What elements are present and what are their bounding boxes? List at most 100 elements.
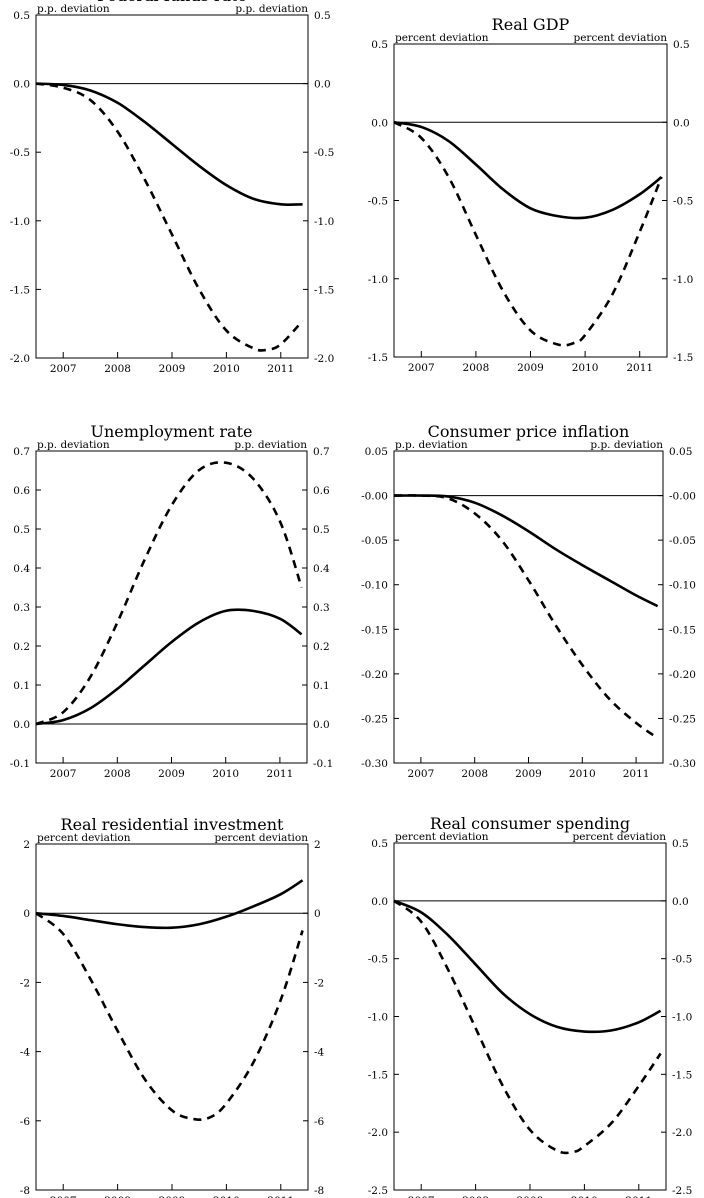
y-tick-label-left: -0.25 xyxy=(361,713,388,725)
x-tick-label: 2007 xyxy=(408,1195,435,1198)
x-tick-label: 2007 xyxy=(50,363,77,375)
y-tick-label-left: 0.5 xyxy=(371,838,388,850)
y-tick-label-right: 2 xyxy=(314,839,321,851)
series-line-solid xyxy=(35,82,303,207)
y-tick-label-right: -4 xyxy=(314,1047,325,1059)
y-axis-unit-right: p.p. deviation xyxy=(234,439,307,451)
x-tick-label: 2010 xyxy=(569,768,596,780)
y-tick-label-right: -0.5 xyxy=(672,954,692,966)
y-tick-label-left: -0.05 xyxy=(361,535,388,547)
y-tick-label-right: -0.10 xyxy=(669,580,696,592)
y-axis-unit-left: p.p. deviation xyxy=(37,439,110,451)
y-tick-label-right: 0.05 xyxy=(669,446,692,458)
y-tick-label-left: 0.2 xyxy=(13,641,30,653)
series-line-solid xyxy=(393,120,663,220)
y-tick-label-right: -0.15 xyxy=(669,624,696,636)
y-tick-label-left: -0.1 xyxy=(10,758,30,770)
chart-title: Consumer price inflation xyxy=(428,422,630,441)
x-tick-label: 2007 xyxy=(408,362,435,374)
y-axis-unit-left: percent deviation xyxy=(395,831,489,843)
y-tick-label-right: -1.5 xyxy=(673,352,693,364)
chart-title: Unemployment rate xyxy=(90,422,252,441)
y-axis-unit-right: p.p. deviation xyxy=(590,439,663,451)
y-tick-label-right: -0.25 xyxy=(669,713,696,725)
x-tick-label: 2011 xyxy=(625,1195,652,1198)
y-tick-label-right: -1.0 xyxy=(672,1012,692,1024)
y-tick-label-left: -0.15 xyxy=(361,624,388,636)
y-tick-label-left: 0.0 xyxy=(13,79,30,91)
y-tick-label-left: -4 xyxy=(20,1047,31,1059)
chart-title: Real residential investment xyxy=(61,815,285,834)
x-tick-label: 2011 xyxy=(267,363,294,375)
y-tick-label-left: 0.5 xyxy=(13,524,30,536)
plot-frame xyxy=(35,843,309,1191)
x-tick-label: 2009 xyxy=(517,1195,544,1198)
y-tick-label-right: -0.5 xyxy=(314,147,334,159)
y-tick-label-right: 0.0 xyxy=(313,719,330,731)
y-tick-label-right: 0.2 xyxy=(313,641,330,653)
y-tick-label-left: -8 xyxy=(20,1185,30,1197)
y-tick-label-left: -0.30 xyxy=(361,758,388,770)
y-tick-label-left: -2.0 xyxy=(10,353,30,365)
y-tick-label-right: -1.0 xyxy=(673,274,693,286)
y-tick-label-left: -2 xyxy=(20,977,30,989)
y-tick-label-right: -0.00 xyxy=(669,491,696,503)
y-tick-label-left: -1.5 xyxy=(368,352,388,364)
series-line-solid xyxy=(393,494,659,608)
y-tick-label-left: -2.5 xyxy=(368,1185,388,1197)
y-tick-label-right: 0.5 xyxy=(673,39,690,51)
chart-title: Federal funds rate xyxy=(97,0,247,5)
series-line-dashed xyxy=(393,121,663,347)
x-tick-label: 2010 xyxy=(572,362,599,374)
x-tick-label: 2009 xyxy=(517,362,544,374)
x-tick-label: 2009 xyxy=(159,363,186,375)
y-tick-label-right: -1.5 xyxy=(672,1069,692,1081)
y-tick-label-right: 0 xyxy=(314,908,321,920)
y-tick-label-right: 0.5 xyxy=(314,10,331,22)
y-tick-label-right: -0.5 xyxy=(673,196,693,208)
y-tick-label-left: 0.6 xyxy=(13,485,30,497)
plot-frame xyxy=(393,450,664,764)
y-tick-label-right: -0.30 xyxy=(669,758,696,770)
y-tick-label-right: -1.0 xyxy=(314,216,334,228)
y-tick-label-right: 0.1 xyxy=(313,680,330,692)
y-tick-label-left: 0.0 xyxy=(371,117,388,129)
y-axis-unit-left: p.p. deviation xyxy=(395,439,468,451)
x-tick-label: 2009 xyxy=(159,1195,186,1198)
x-tick-label: 2010 xyxy=(213,363,240,375)
series-line-dashed xyxy=(35,82,304,352)
x-tick-label: 2008 xyxy=(104,768,131,780)
x-tick-label: 2010 xyxy=(212,768,239,780)
y-axis-unit-right: percent deviation xyxy=(573,32,667,44)
x-tick-label: 2010 xyxy=(571,1195,598,1198)
y-tick-label-right: 0.0 xyxy=(672,896,689,908)
y-tick-label-left: 2 xyxy=(23,839,30,851)
series-line-dashed xyxy=(393,494,659,740)
y-tick-label-right: 0.5 xyxy=(313,524,330,536)
y-tick-label-left: 0.5 xyxy=(13,10,30,22)
y-tick-label-left: 0 xyxy=(23,908,30,920)
x-tick-label: 2007 xyxy=(408,768,435,780)
y-tick-label-left: -1.0 xyxy=(368,1012,388,1024)
y-tick-label-right: 0.4 xyxy=(313,563,330,575)
y-tick-label-left: 0.05 xyxy=(365,446,388,458)
y-axis-unit-right: percent deviation xyxy=(214,832,308,844)
x-tick-label: 2008 xyxy=(104,363,131,375)
x-tick-label: 2007 xyxy=(50,1195,77,1198)
series-line-solid xyxy=(35,879,304,930)
y-tick-label-left: 0.1 xyxy=(13,680,30,692)
series-line-dashed xyxy=(35,461,303,726)
y-tick-label-left: -0.10 xyxy=(361,580,388,592)
y-tick-label-left: -1.5 xyxy=(10,284,30,296)
plot-frame xyxy=(393,842,667,1191)
y-tick-label-right: -6 xyxy=(314,1116,325,1128)
x-tick-label: 2011 xyxy=(623,768,650,780)
x-tick-label: 2008 xyxy=(462,1195,489,1198)
y-tick-label-right: -2 xyxy=(314,977,324,989)
x-tick-label: 2011 xyxy=(626,362,653,374)
